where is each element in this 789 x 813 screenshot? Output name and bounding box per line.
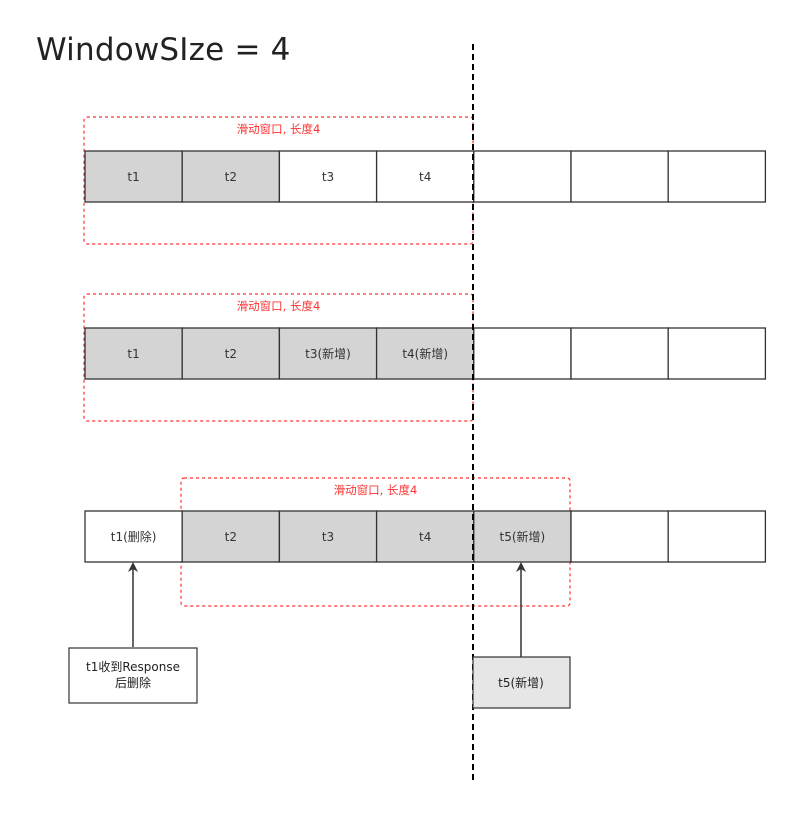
row-1-cell-7	[667, 150, 767, 203]
row-2-cell-4	[375, 327, 475, 380]
note-box-t5-added	[472, 656, 571, 709]
sliding-window-label-1: 滑动窗口, 长度4	[237, 122, 321, 136]
sliding-window-label-3: 滑动窗口, 长度4	[334, 483, 418, 497]
row-3-cell-1	[84, 510, 183, 563]
row-2-cell-6	[570, 327, 669, 380]
note-box-t1-removed	[68, 647, 198, 704]
row-3-cell-2-label: t2	[225, 530, 237, 544]
row-2-cell-3-label: t3(新增)	[305, 346, 351, 361]
row-2-cell-2	[181, 327, 281, 380]
row-1-cell-1-label: t1	[127, 170, 139, 184]
sliding-window-frame-1	[83, 116, 474, 245]
row-1-cell-6	[570, 150, 669, 203]
row-1-cell-2-label: t2	[225, 170, 237, 184]
row-3-cell-4-label: t4	[419, 530, 431, 544]
row-3-cell-1-label: t1(删除)	[111, 529, 157, 544]
row-1-cell-4-label: t4	[419, 170, 431, 184]
row-2-cell-5	[473, 327, 572, 380]
row-1-cell-3	[278, 150, 378, 203]
row-3-cell-4	[375, 510, 475, 563]
row-3-cell-5-label: t5(新增)	[500, 529, 546, 544]
row-1-cell-4	[375, 150, 475, 203]
note-t5-added-line-1: t5(新增)	[498, 675, 544, 690]
row-2-cell-1	[84, 327, 183, 380]
row-3-cell-6	[570, 510, 669, 563]
row-1-cell-3-label: t3	[322, 170, 334, 184]
sliding-window-label-2: 滑动窗口, 长度4	[237, 299, 321, 313]
row-2-cell-3	[278, 327, 378, 380]
row-2-cell-7	[667, 327, 767, 380]
row-3-cell-3-label: t3	[322, 530, 334, 544]
row-3-cell-7	[667, 510, 767, 563]
diagram-title: WindowSIze = 4	[36, 32, 291, 68]
note-t1-removed-line-2: 后删除	[115, 675, 151, 690]
note-t1-removed-line-1: t1收到Response	[86, 660, 180, 674]
row-3-cell-3	[278, 510, 378, 563]
row-1-cell-1	[84, 150, 183, 203]
row-2-cell-1-label: t1	[127, 347, 139, 361]
row-1-cell-5	[473, 150, 572, 203]
row-2-cell-2-label: t2	[225, 347, 237, 361]
sliding-window-frame-2	[83, 293, 474, 422]
row-3-cell-2	[181, 510, 281, 563]
row-2-cell-4-label: t4(新增)	[402, 346, 448, 361]
